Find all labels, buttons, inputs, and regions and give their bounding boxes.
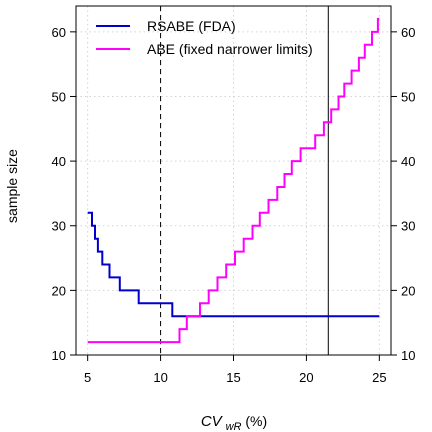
x-tick-label: 10: [153, 370, 167, 385]
x-axis-title-unit: (%): [245, 413, 267, 429]
y-tick-label-right: 50: [401, 89, 415, 104]
legend-label-rsabe: RSABE (FDA): [147, 18, 236, 34]
y-tick-label-right: 30: [401, 219, 415, 234]
x-axis-title: CV wR (%): [201, 413, 267, 432]
series-line-1: [87, 17, 380, 344]
x-axis-title-sub: wR: [226, 421, 242, 432]
y-tick-label-right: 40: [401, 154, 415, 169]
plot-frame: [75, 5, 392, 356]
y-tick-label-left: 60: [52, 25, 66, 40]
y-tick-label-right: 20: [401, 283, 415, 298]
legend: RSABE (FDA) ABE (fixed narrower limits): [96, 18, 313, 57]
x-tick-label: 5: [84, 370, 91, 385]
legend-label-abe: ABE (fixed narrower limits): [147, 41, 313, 57]
y-tick-label-left: 50: [52, 89, 66, 104]
y-axis-title: sample size: [4, 149, 20, 223]
grid: [76, 6, 391, 356]
series-line-0: [87, 211, 380, 318]
x-tick-label: 15: [226, 370, 240, 385]
x-tick-label: 25: [372, 370, 386, 385]
x-tick-label: 20: [299, 370, 313, 385]
series-lines: [87, 17, 380, 344]
y-tick-label-right: 10: [401, 348, 415, 363]
y-tick-label-left: 20: [52, 283, 66, 298]
x-axis-title-main: CV: [201, 413, 224, 430]
y-tick-label-right: 60: [401, 25, 415, 40]
y-tick-label-left: 40: [52, 154, 66, 169]
y-tick-label-left: 10: [52, 348, 66, 363]
axes: 5 10 15 20 25 10 10 20 20 30 30 40 40 50 50 60 60: [52, 25, 416, 385]
y-tick-label-left: 30: [52, 219, 66, 234]
reference-lines: [160, 6, 329, 355]
